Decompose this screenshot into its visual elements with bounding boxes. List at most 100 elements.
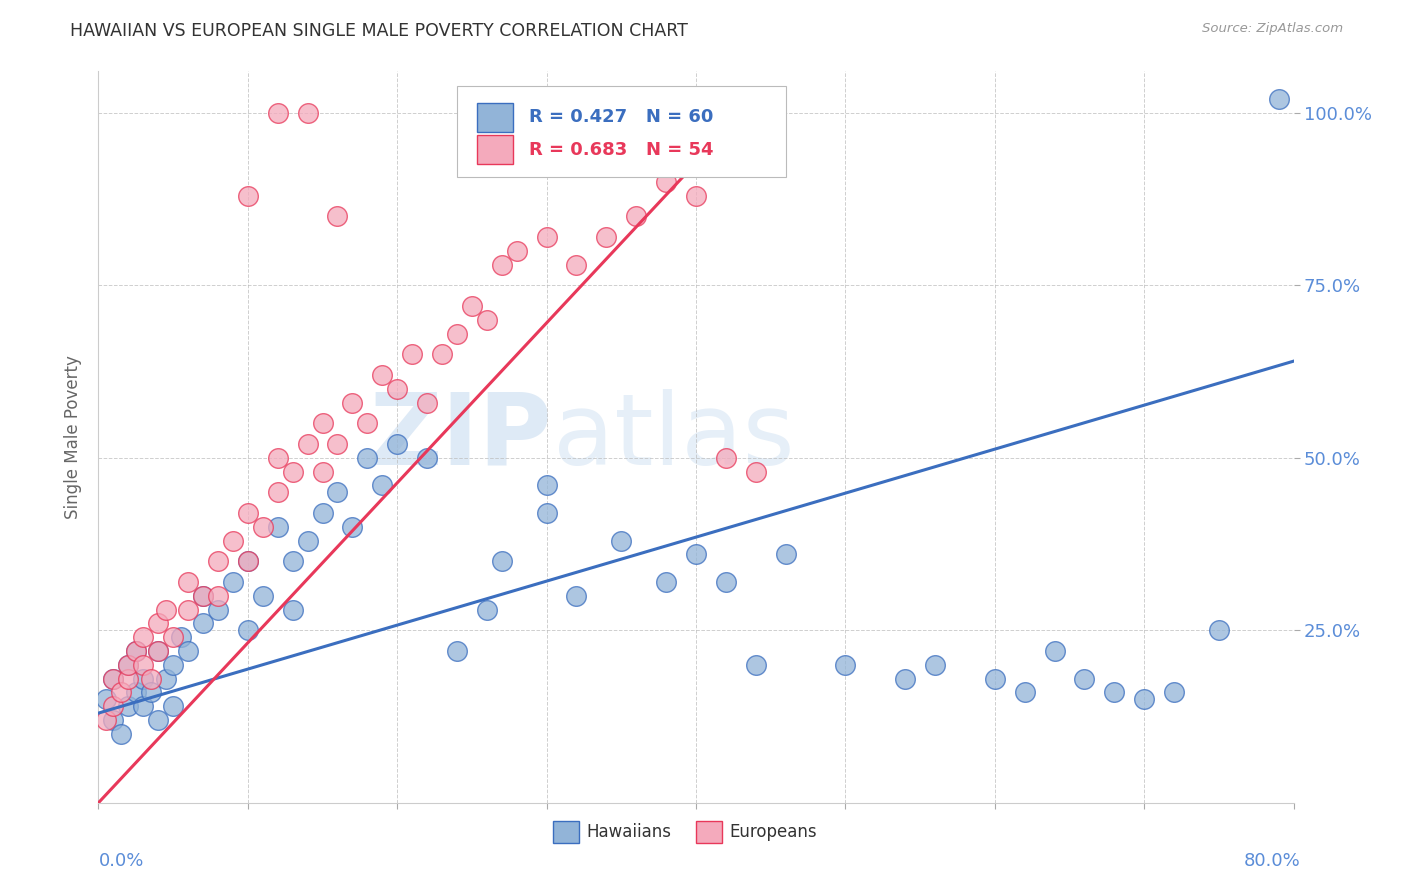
Point [565, 258, 588, 272]
Point [326, 209, 349, 223]
FancyBboxPatch shape [696, 821, 723, 843]
Point [536, 478, 558, 492]
Point [446, 644, 468, 658]
Point [536, 230, 558, 244]
Point [125, 644, 148, 658]
Point [745, 657, 768, 672]
Point [416, 450, 439, 465]
Point [356, 450, 378, 465]
Point [252, 520, 274, 534]
Point [371, 368, 394, 382]
Point [267, 520, 290, 534]
Point [1104, 685, 1126, 699]
Point [148, 713, 170, 727]
Point [984, 672, 1007, 686]
Point [125, 685, 148, 699]
Point [536, 506, 558, 520]
Point [132, 630, 155, 644]
Point [132, 657, 155, 672]
Point [207, 589, 229, 603]
Point [714, 450, 737, 465]
Point [117, 699, 139, 714]
Point [155, 602, 177, 616]
Text: 0.0%: 0.0% [98, 852, 143, 870]
Point [401, 347, 423, 361]
Point [267, 485, 290, 500]
Point [297, 533, 319, 548]
Point [610, 533, 633, 548]
Point [1267, 92, 1289, 106]
Point [475, 312, 498, 326]
Point [491, 258, 513, 272]
Text: ZIP: ZIP [370, 389, 553, 485]
Point [236, 624, 259, 638]
Point [461, 299, 484, 313]
Point [342, 395, 364, 409]
Point [430, 347, 453, 361]
Point [595, 230, 617, 244]
Point [110, 727, 132, 741]
Point [685, 548, 707, 562]
Point [714, 574, 737, 589]
Point [267, 450, 290, 465]
Point [281, 554, 304, 568]
Point [1014, 685, 1036, 699]
Point [356, 417, 378, 431]
Text: R = 0.427   N = 60: R = 0.427 N = 60 [529, 109, 713, 127]
Y-axis label: Single Male Poverty: Single Male Poverty [65, 355, 83, 519]
Point [103, 672, 125, 686]
Point [446, 326, 468, 341]
Point [924, 657, 946, 672]
Point [177, 602, 200, 616]
Point [191, 589, 214, 603]
Point [385, 382, 409, 396]
Point [110, 685, 132, 699]
Point [132, 672, 155, 686]
Point [103, 672, 125, 686]
Point [655, 175, 678, 189]
Point [94, 692, 117, 706]
Point [236, 554, 259, 568]
Point [267, 105, 290, 120]
Point [506, 244, 529, 258]
Point [326, 437, 349, 451]
Point [177, 574, 200, 589]
Point [236, 188, 259, 202]
Point [252, 589, 274, 603]
Point [475, 602, 498, 616]
Point [371, 478, 394, 492]
Point [1073, 672, 1095, 686]
Point [655, 574, 678, 589]
Point [207, 554, 229, 568]
Point [385, 437, 409, 451]
Point [565, 589, 588, 603]
Point [236, 554, 259, 568]
Point [416, 395, 439, 409]
Text: Hawaiians: Hawaiians [586, 823, 671, 841]
Point [117, 657, 139, 672]
Point [162, 699, 184, 714]
Point [132, 699, 155, 714]
Point [207, 602, 229, 616]
Point [139, 685, 162, 699]
Point [1043, 644, 1066, 658]
Text: R = 0.683   N = 54: R = 0.683 N = 54 [529, 141, 713, 159]
Point [236, 506, 259, 520]
Text: HAWAIIAN VS EUROPEAN SINGLE MALE POVERTY CORRELATION CHART: HAWAIIAN VS EUROPEAN SINGLE MALE POVERTY… [70, 22, 688, 40]
FancyBboxPatch shape [457, 86, 786, 178]
Point [311, 506, 333, 520]
Point [155, 672, 177, 686]
Point [148, 644, 170, 658]
Text: Europeans: Europeans [730, 823, 817, 841]
Text: 80.0%: 80.0% [1244, 852, 1301, 870]
Point [297, 437, 319, 451]
Point [222, 574, 245, 589]
Point [311, 417, 333, 431]
Point [177, 644, 200, 658]
Point [103, 699, 125, 714]
FancyBboxPatch shape [553, 821, 579, 843]
Point [94, 713, 117, 727]
Point [169, 630, 191, 644]
Point [775, 548, 797, 562]
Point [342, 520, 364, 534]
